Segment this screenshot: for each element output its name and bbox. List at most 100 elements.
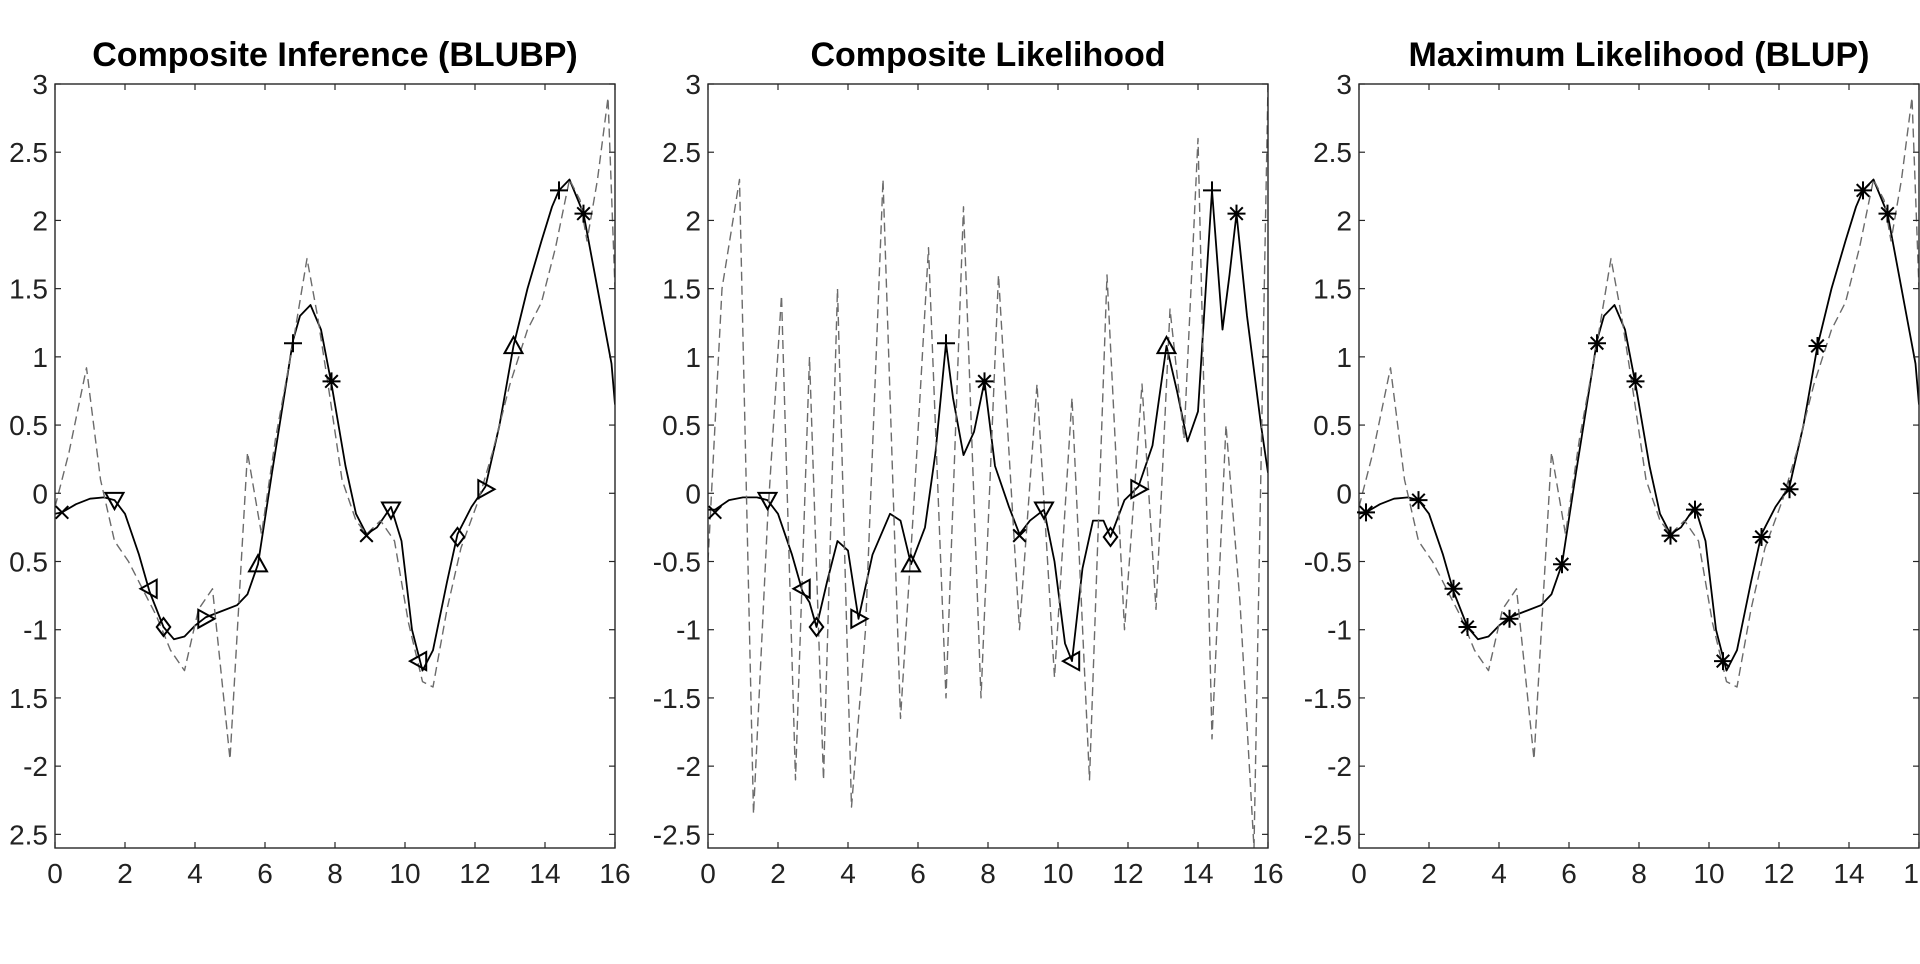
y-tick-label: 1.5 bbox=[9, 274, 48, 305]
diamond-marker bbox=[449, 526, 466, 548]
x-tick-label: 10 bbox=[1693, 858, 1724, 889]
x-tick-label: 16 bbox=[1903, 858, 1920, 889]
y-tick-label: -2.5 bbox=[1304, 819, 1352, 850]
x-tick-label: 16 bbox=[1252, 858, 1283, 889]
diamond-marker bbox=[808, 616, 825, 638]
asterisk-marker bbox=[322, 372, 341, 391]
x-tick-label: 14 bbox=[1833, 858, 1864, 889]
plus-marker bbox=[937, 334, 955, 353]
asterisk-marker bbox=[1553, 555, 1571, 574]
y-tick-label: -2.5 bbox=[653, 819, 701, 850]
y-tick-label: -0.5 bbox=[1304, 547, 1352, 578]
chart-panel-1: 3 2.5 2 1.5 1 0.5 0 0.5 -1 1.5 -2 2.5 0 2 4 6 8 10 12 14 16 C… bbox=[9, 36, 631, 889]
asterisk-marker bbox=[1854, 181, 1872, 200]
triangle-up-marker bbox=[502, 334, 525, 355]
series-group bbox=[1359, 96, 1919, 760]
axes-box bbox=[54, 83, 616, 849]
asterisk-marker bbox=[1588, 334, 1606, 353]
y-tick-label: -1 bbox=[676, 615, 701, 646]
y-tick-label: 1.5 bbox=[9, 683, 48, 714]
x-tick-label: 8 bbox=[327, 858, 343, 889]
triangle-down-marker bbox=[103, 491, 126, 512]
y-tick-label: 2 bbox=[1336, 205, 1352, 236]
asterisk-marker bbox=[1714, 652, 1732, 671]
y-tick-label: -1.5 bbox=[1304, 683, 1352, 714]
y-tick-label: 3 bbox=[32, 69, 48, 100]
x-tick-label: 4 bbox=[840, 858, 856, 889]
x-tick-label: 2 bbox=[1421, 858, 1437, 889]
asterisk-marker bbox=[1808, 336, 1827, 355]
y-tick-label: 0.5 bbox=[9, 410, 48, 441]
y-tick-label: 1.5 bbox=[1313, 274, 1352, 305]
axes-box bbox=[707, 83, 1269, 849]
x-marker bbox=[359, 528, 374, 543]
y-tick-label: 1 bbox=[32, 342, 48, 373]
x-tick-label: 8 bbox=[1631, 858, 1647, 889]
chart-title: Composite Inference (BLUBP) bbox=[92, 36, 578, 74]
triangle-left-marker bbox=[138, 578, 158, 600]
asterisk-marker bbox=[1626, 372, 1645, 391]
triangle-right-marker bbox=[197, 608, 217, 630]
triangle-left-marker bbox=[1060, 650, 1081, 672]
solid-series-line bbox=[55, 178, 615, 672]
y-tick-label: 2.5 bbox=[1313, 137, 1352, 168]
plus-marker bbox=[1203, 181, 1221, 200]
y-tick-label: -2 bbox=[676, 751, 701, 782]
x-tick-label: 14 bbox=[529, 858, 560, 889]
y-tick-label: 0 bbox=[685, 478, 701, 509]
asterisk-marker bbox=[975, 372, 994, 391]
x-marker bbox=[54, 505, 70, 520]
triangle-down-marker bbox=[756, 491, 779, 512]
triangle-up-marker bbox=[247, 553, 269, 573]
marker-group bbox=[54, 181, 593, 672]
triangle-right-marker bbox=[477, 478, 497, 500]
y-tick-label: 2.5 bbox=[9, 819, 48, 850]
triangle-left-marker bbox=[407, 650, 428, 672]
x-marker bbox=[707, 505, 723, 520]
x-tick-label: 10 bbox=[1042, 858, 1073, 889]
y-tick-label: 0.5 bbox=[662, 410, 701, 441]
x-tick-label: 0 bbox=[47, 858, 63, 889]
series-group bbox=[55, 96, 615, 760]
asterisk-marker bbox=[1227, 204, 1246, 223]
y-tick-label: -2 bbox=[23, 751, 48, 782]
x-tick-label: 0 bbox=[700, 858, 716, 889]
triangle-down-marker bbox=[380, 501, 402, 521]
x-tick-label: 4 bbox=[1491, 858, 1507, 889]
solid-series-line bbox=[708, 189, 1268, 662]
x-tick-label: 0 bbox=[1351, 858, 1367, 889]
y-tick-label: 0 bbox=[1336, 478, 1352, 509]
x-tick-label: 12 bbox=[459, 858, 490, 889]
y-tick-label: 2 bbox=[32, 205, 48, 236]
asterisk-marker bbox=[574, 204, 593, 223]
y-tick-label: -1 bbox=[23, 615, 48, 646]
x-tick-label: 8 bbox=[980, 858, 996, 889]
y-tick-label: 2.5 bbox=[9, 137, 48, 168]
chart-title: Maximum Likelihood (BLUP) bbox=[1409, 36, 1870, 74]
dashed-series-line bbox=[1359, 96, 1919, 760]
x-tick-label: 2 bbox=[770, 858, 786, 889]
x-tick-label: 10 bbox=[389, 858, 420, 889]
solid-series-line bbox=[1359, 178, 1919, 672]
asterisk-marker bbox=[1444, 579, 1463, 598]
x-marker bbox=[1012, 528, 1027, 543]
asterisk-marker bbox=[1661, 526, 1680, 545]
y-tick-label: 0 bbox=[32, 478, 48, 509]
y-tick-label: 3 bbox=[685, 69, 701, 100]
y-tick-label: -2 bbox=[1327, 751, 1352, 782]
x-tick-label: 6 bbox=[1561, 858, 1577, 889]
x-tick-label: 16 bbox=[599, 858, 630, 889]
x-tick-label: 6 bbox=[910, 858, 926, 889]
plus-marker bbox=[284, 334, 302, 353]
asterisk-marker bbox=[1686, 500, 1704, 519]
asterisk-marker bbox=[1500, 609, 1519, 628]
dashed-series-line bbox=[55, 96, 615, 760]
marker-group bbox=[707, 181, 1246, 672]
triangle-right-marker bbox=[1130, 478, 1150, 500]
chart-panel-3: 3 2.5 2 1.5 1 0.5 0 -0.5 -1 -1.5 -2 -2.5 0 2 4 6 8 10 12 14… bbox=[1304, 36, 1920, 889]
y-tick-label: 2 bbox=[685, 205, 701, 236]
asterisk-marker bbox=[1780, 480, 1799, 499]
y-tick-label: -1.5 bbox=[653, 683, 701, 714]
chart-panel-2: 3 2.5 2 1.5 1 0.5 0 -0.5 -1 -1.5 -2 -2.5 0 2 4 6 8 10 12 14… bbox=[653, 36, 1284, 889]
plus-marker bbox=[550, 181, 568, 200]
